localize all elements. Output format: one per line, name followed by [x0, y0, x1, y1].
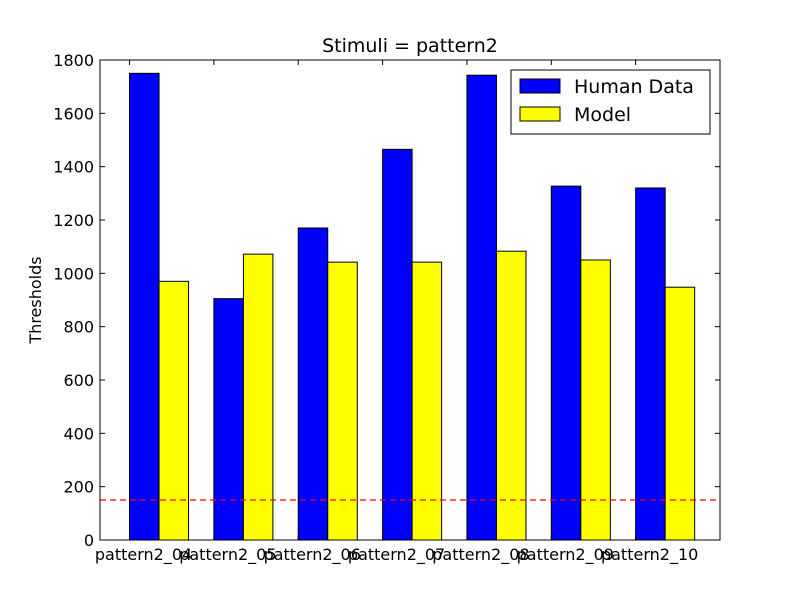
bar-model-pattern2_08: [495, 250, 527, 541]
y-tick-label: 1800: [53, 51, 94, 70]
x-tick-label: pattern2_07: [348, 545, 445, 565]
bar-model-pattern2_05: [242, 253, 274, 541]
y-tick-label: 400: [63, 424, 94, 443]
bar-model-pattern2_09: [580, 259, 611, 541]
legend-label: Human Data: [574, 76, 694, 98]
bar-model-pattern2_04: [158, 280, 190, 541]
x-tick-label: pattern2_04: [95, 545, 192, 565]
bar-human-data-pattern2_05: [213, 298, 244, 541]
y-tick-label: 1000: [53, 264, 94, 283]
chart-title: Stimuli = pattern2: [322, 35, 498, 57]
bar-model-pattern2_10: [664, 286, 696, 541]
y-axis-label: Thresholds: [26, 256, 45, 344]
bar-human-data-pattern2_10: [635, 187, 666, 541]
bar-human-data-pattern2_08: [466, 74, 497, 541]
bar-human-data-pattern2_04: [129, 72, 160, 541]
x-tick-label: pattern2_09: [517, 545, 614, 565]
y-tick-label: 1400: [53, 158, 94, 177]
x-tick-label: pattern2_06: [264, 545, 361, 565]
legend-swatch: [519, 106, 561, 122]
y-tick-label: 1200: [53, 211, 94, 230]
legend-swatch: [519, 78, 561, 94]
y-tick-label: 600: [63, 371, 94, 390]
plot-frame: [99, 59, 721, 541]
bars-group: [129, 72, 696, 541]
bar-human-data-pattern2_09: [550, 185, 582, 541]
y-tick-label: 800: [63, 318, 94, 337]
y-tick-label: 1600: [53, 104, 94, 123]
x-tick-label: pattern2_10: [601, 545, 698, 565]
y-tick-label: 0: [84, 531, 94, 550]
x-axis-ticks: pattern2_04pattern2_05pattern2_06pattern…: [95, 60, 698, 565]
x-tick-label: pattern2_08: [432, 545, 529, 565]
x-tick-label: pattern2_05: [179, 545, 276, 565]
y-tick-label: 200: [63, 478, 94, 497]
bar-human-data-pattern2_06: [297, 227, 329, 541]
legend-label: Model: [574, 104, 631, 126]
y-axis-ticks: 0 200 400 600 800 1000 1200 1400 1600 1800: [53, 51, 720, 550]
bar-model-pattern2_06: [327, 261, 358, 541]
legend: Human Data Model: [510, 69, 711, 135]
bar-human-data-pattern2_07: [382, 148, 413, 541]
bar-model-pattern2_07: [411, 261, 443, 541]
